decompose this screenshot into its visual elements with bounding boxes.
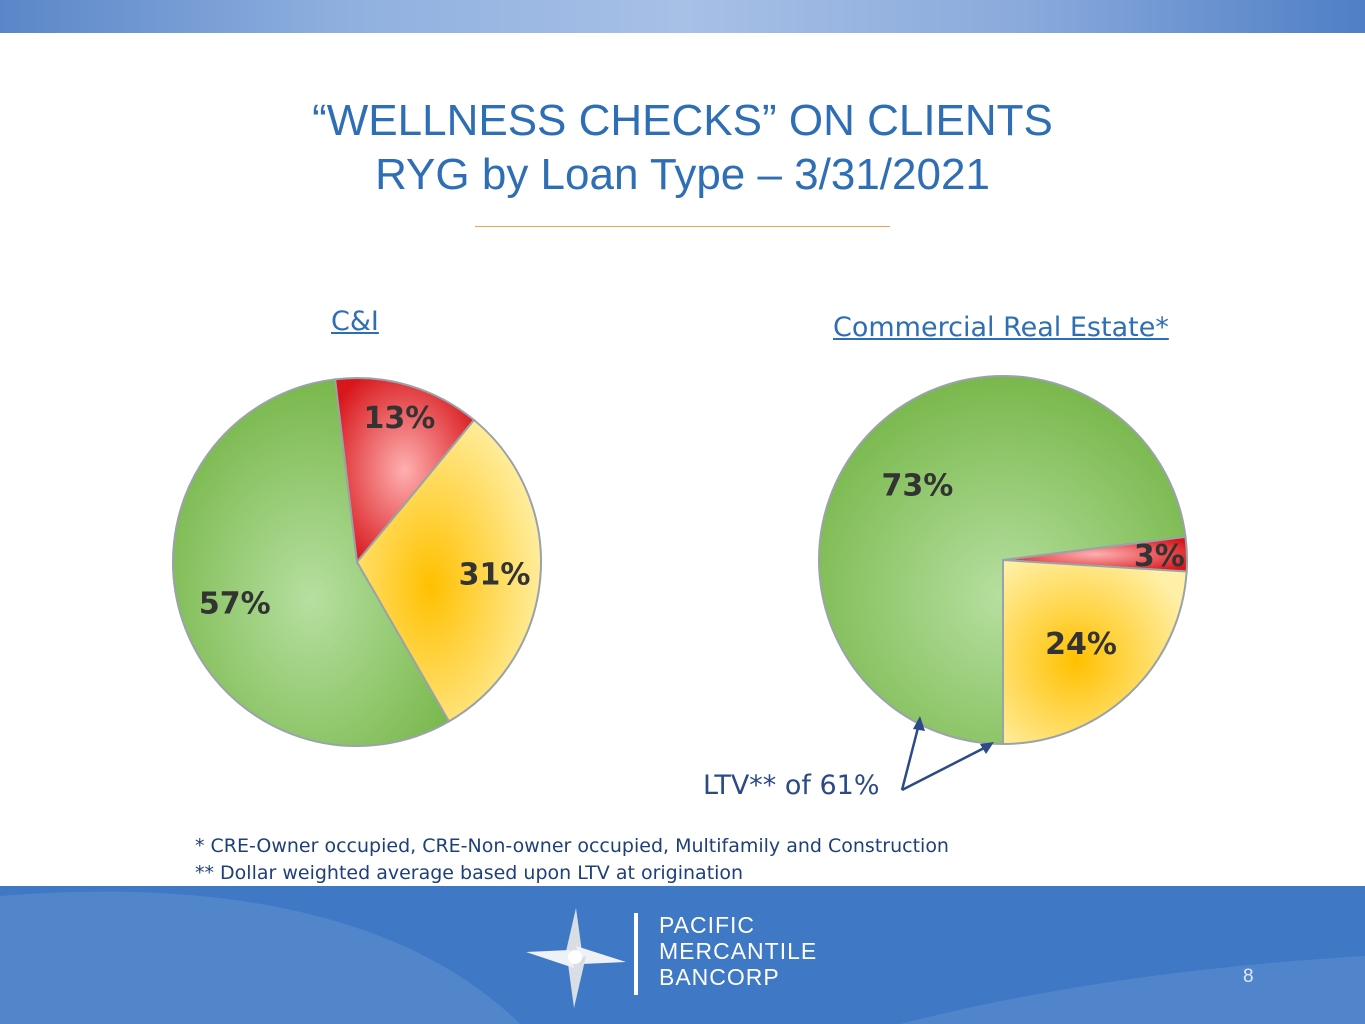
logo-divider: [634, 913, 638, 995]
logo-line-3: BANCORP: [659, 964, 780, 990]
ci-chart-title: C&I: [331, 306, 379, 337]
ci-slice-yellow: [355, 418, 542, 723]
ltv-annotation: LTV** of 61%: [703, 770, 880, 801]
logo-wordmark: PACIFIC MERCANTILE BANCORP: [659, 912, 817, 990]
pie-charts: 57% 13% 31% 73%3%24%: [172, 375, 1188, 792]
footer-band: [0, 886, 1365, 1024]
title-line-2: RYG by Loan Type – 3/31/2021: [375, 150, 990, 199]
logo-line-2: MERCANTILE: [659, 938, 818, 964]
cre-slice-yellow: [1002, 558, 1188, 746]
ci-label-yellow: 31%: [459, 557, 531, 592]
logo-line-1: PACIFIC: [659, 912, 756, 938]
footer-swoosh: [0, 891, 1365, 1024]
cre-pie: 73%3%24%: [818, 375, 1188, 746]
title-underline: [475, 226, 890, 227]
ci-slice-green: [172, 378, 451, 747]
title-line-1: “WELLNESS CHECKS” ON CLIENTS: [312, 96, 1053, 145]
cre-label-green: 73%: [882, 469, 954, 504]
ci-pie: 57% 13% 31%: [172, 377, 542, 747]
top-banner: [0, 0, 1365, 33]
ci-label-green: 57%: [199, 587, 271, 622]
ltv-arrows: [900, 716, 994, 792]
footnote-2: ** Dollar weighted average based upon LT…: [195, 862, 744, 884]
page-number: 8: [1243, 966, 1254, 987]
ci-slice-red: [334, 377, 476, 565]
cre-label-yellow: 24%: [1045, 627, 1117, 662]
cre-chart-title: Commercial Real Estate*: [833, 312, 1169, 343]
page-title: “WELLNESS CHECKS” ON CLIENTS RYG by Loan…: [0, 94, 1365, 202]
pinwheel-logo-icon: [526, 908, 626, 1008]
footnote-1: * CRE-Owner occupied, CRE-Non-owner occu…: [195, 835, 949, 857]
ci-label-red: 13%: [364, 401, 436, 436]
